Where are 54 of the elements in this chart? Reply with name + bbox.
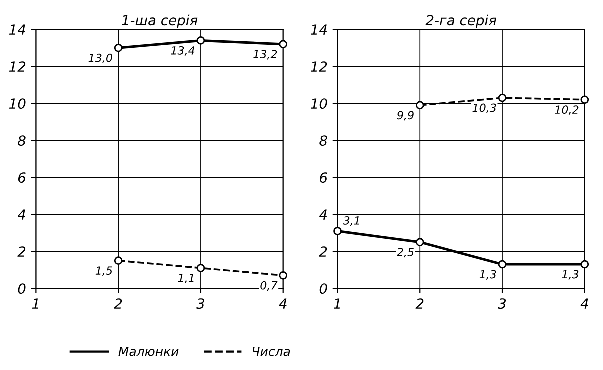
data-label: 13,2 [254, 50, 278, 60]
y-tick-label: 4 [319, 210, 328, 220]
y-tick-label: 10 [311, 98, 328, 110]
legend-label: Малюнки [118, 347, 179, 356]
y-tick-label: 4 [18, 210, 26, 220]
y-tick-label: 8 [320, 136, 328, 146]
y-tick-label: 2 [319, 246, 328, 257]
data-label: 2,5 [396, 248, 414, 258]
y-tick-label: 12 [9, 62, 26, 72]
x-tick-label: 1 [32, 298, 38, 309]
y-tick-label: 14 [9, 24, 26, 35]
point [416, 101, 424, 110]
point [279, 271, 288, 280]
data-label: 1,3 [562, 270, 579, 280]
x-tick-label: 1 [334, 298, 340, 309]
point [279, 40, 288, 49]
x-tick-label: 2 [416, 298, 424, 309]
point [416, 238, 424, 247]
chart-title: 2-га серія [426, 14, 497, 28]
data-label: 10,3 [472, 104, 496, 114]
point [196, 36, 206, 45]
point [196, 264, 206, 272]
x-tick-label: 3 [196, 298, 204, 310]
data-label: 3,1 [343, 216, 360, 226]
x-tick-label: 4 [580, 298, 588, 309]
x-tick-label: 4 [279, 298, 287, 309]
y-tick-label: 0 [18, 284, 26, 294]
y-tick-label: 0 [320, 284, 328, 294]
y-tick-label: 6 [18, 172, 26, 184]
data-label: 13,4 [171, 46, 195, 56]
point [114, 44, 123, 52]
data-label: 0,7 [260, 281, 278, 291]
x-tick-label: 3 [498, 298, 506, 310]
x-tick-label: 2 [114, 298, 122, 309]
chart-title: 1-ша серія [122, 14, 198, 28]
point [498, 94, 507, 102]
y-tick-label: 10 [9, 98, 26, 110]
y-tick-label: 14 [311, 24, 328, 35]
legend-label: Числа [253, 347, 290, 356]
point [580, 260, 590, 269]
data-label: 9,9 [397, 111, 414, 121]
point [498, 260, 507, 269]
y-tick-label: 6 [320, 172, 328, 184]
y-tick-label: 2 [18, 246, 26, 257]
data-label: 1,1 [178, 274, 194, 284]
data-label: 1,3 [480, 270, 496, 280]
data-label: 13,0 [88, 54, 112, 64]
data-label: 10,2 [555, 106, 579, 116]
point [580, 96, 590, 104]
point [114, 256, 123, 266]
y-tick-label: 8 [18, 136, 26, 146]
data-label: 1,5 [96, 266, 112, 276]
point [334, 227, 342, 236]
y-tick-label: 12 [311, 62, 328, 72]
